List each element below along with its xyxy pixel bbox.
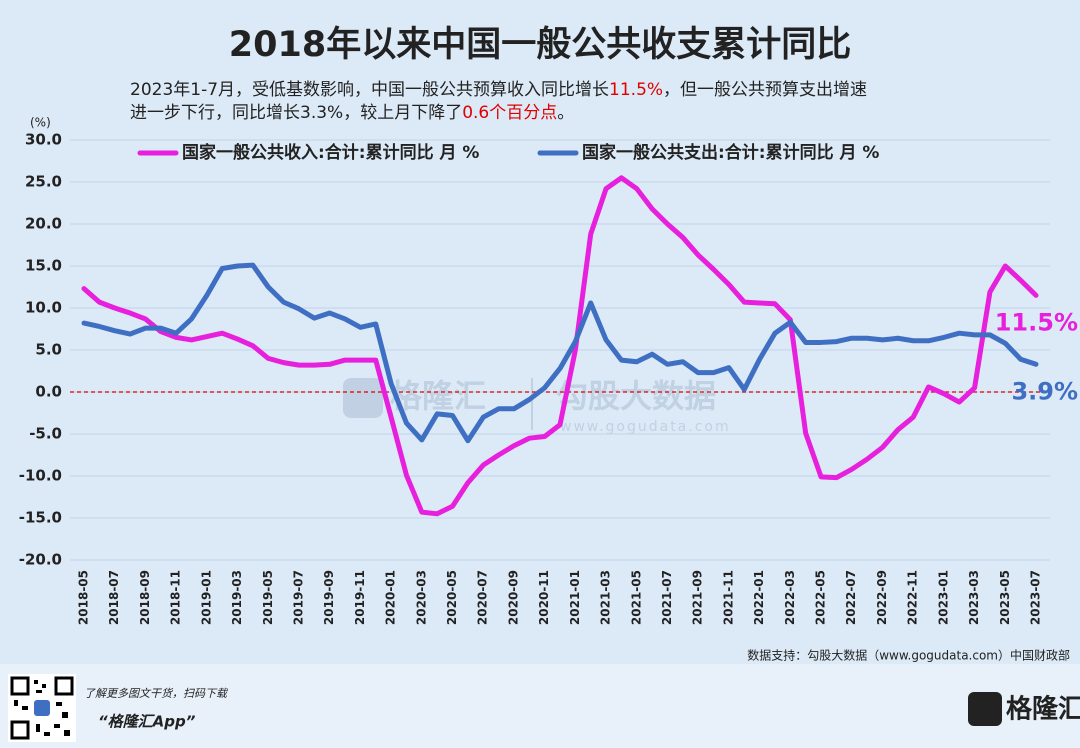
x-tick-label: 2020-09 [506, 570, 520, 625]
x-tick-label: 2020-07 [476, 570, 490, 625]
qr-corner [10, 676, 30, 696]
legend-label: 国家一般公共收入:合计:累计同比 月 % [182, 142, 479, 163]
watermark-brand: 格隆汇 [390, 377, 486, 415]
x-tick-label: 2023-03 [967, 570, 981, 625]
series-line [81, 175, 1039, 517]
watermark: 格隆汇 勾股大数据 www.gogudata.com [343, 377, 731, 435]
x-tick-label: 2018-07 [107, 570, 121, 625]
qr-corner [10, 720, 30, 740]
x-tick-label: 2022-09 [875, 570, 889, 625]
y-tick-label: -5.0 [29, 425, 62, 443]
watermark-partner: 勾股大数据 [556, 377, 716, 415]
subtitle: 进一步下行，同比增长3.3%，较上月下降了0.6个百分点。 [130, 103, 574, 123]
y-tick-label: -20.0 [19, 551, 62, 569]
subtitle-part: 2023年1-7月，受低基数影响，中国一般公共预算收入同比增长 [130, 80, 609, 100]
series-line [81, 262, 1039, 444]
qr-logo [34, 700, 50, 716]
x-tick-label: 2022-05 [814, 570, 828, 625]
annotation: 3.9% [1011, 377, 1078, 405]
source: 数据支持：勾股大数据（www.gogudata.com）中国财政部 [747, 648, 1070, 663]
x-tick-label: 2023-07 [1029, 570, 1043, 625]
logo-icon [968, 692, 1002, 726]
y-tick-label: 10.0 [25, 299, 62, 317]
x-tick-label: 2018-09 [138, 570, 152, 625]
y-unit: (%) [30, 116, 51, 130]
x-tick-label: 2022-01 [752, 570, 766, 625]
x-tick-label: 2020-11 [537, 570, 551, 625]
subtitle: 2023年1-7月，受低基数影响，中国一般公共预算收入同比增长11.5%，但一般… [130, 80, 867, 100]
y-tick-label: 5.0 [35, 341, 62, 359]
x-tick-label: 2021-01 [568, 570, 582, 625]
x-tick-label: 2021-09 [691, 570, 705, 625]
footer-logo: 格隆汇 [1006, 694, 1080, 725]
x-tick-label: 2019-11 [353, 570, 367, 625]
chart-title: 2018年以来中国一般公共收支累计同比 [229, 25, 851, 65]
footer-line2: “格隆汇App” [98, 713, 196, 731]
watermark-url: www.gogudata.com [560, 419, 731, 435]
y-tick-label: 20.0 [25, 215, 62, 233]
x-tick-label: 2023-05 [998, 570, 1012, 625]
legend-label: 国家一般公共支出:合计:累计同比 月 % [582, 142, 879, 163]
x-tick-label: 2019-01 [199, 570, 213, 625]
x-tick-label: 2022-07 [844, 570, 858, 625]
x-tick-label: 2021-11 [721, 570, 735, 625]
watermark-icon [343, 378, 383, 418]
x-tick-label: 2019-03 [230, 570, 244, 625]
y-tick-label: 0.0 [35, 383, 62, 401]
y-tick-label: -15.0 [19, 509, 62, 527]
x-tick-label: 2022-03 [783, 570, 797, 625]
x-tick-label: 2021-03 [599, 570, 613, 625]
annotation: 11.5% [995, 308, 1078, 336]
y-tick-label: 15.0 [25, 257, 62, 275]
x-tick-label: 2018-05 [77, 570, 91, 625]
x-tick-label: 2021-05 [629, 570, 643, 625]
x-tick-label: 2020-05 [445, 570, 459, 625]
x-tick-label: 2023-01 [936, 570, 950, 625]
x-tick-label: 2022-11 [906, 570, 920, 625]
y-tick-label: 25.0 [25, 173, 62, 191]
y-tick-label: -10.0 [19, 467, 62, 485]
subtitle-part: ，但一般公共预算支出增速 [663, 80, 867, 100]
y-tick-label: 30.0 [25, 131, 62, 149]
footer-line1: 了解更多图文干货，扫码下载 [84, 687, 229, 700]
subtitle-part: 进一步下行，同比增长3.3%，较上月下降了 [130, 103, 462, 123]
x-tick-label: 2019-09 [322, 570, 336, 625]
qr-corner [54, 676, 74, 696]
qr-code [8, 674, 76, 742]
footer-band [0, 664, 1080, 748]
x-tick-label: 2018-11 [169, 570, 183, 625]
x-tick-label: 2021-07 [660, 570, 674, 625]
subtitle-part: 0.6个百分点 [462, 103, 557, 123]
x-tick-label: 2020-01 [384, 570, 398, 625]
x-tick-label: 2020-03 [414, 570, 428, 625]
x-tick-label: 2019-07 [291, 570, 305, 625]
qr-pattern [14, 680, 70, 736]
subtitle-part: 11.5% [609, 80, 663, 100]
subtitle-part: 。 [557, 103, 574, 123]
x-tick-label: 2019-05 [261, 570, 275, 625]
